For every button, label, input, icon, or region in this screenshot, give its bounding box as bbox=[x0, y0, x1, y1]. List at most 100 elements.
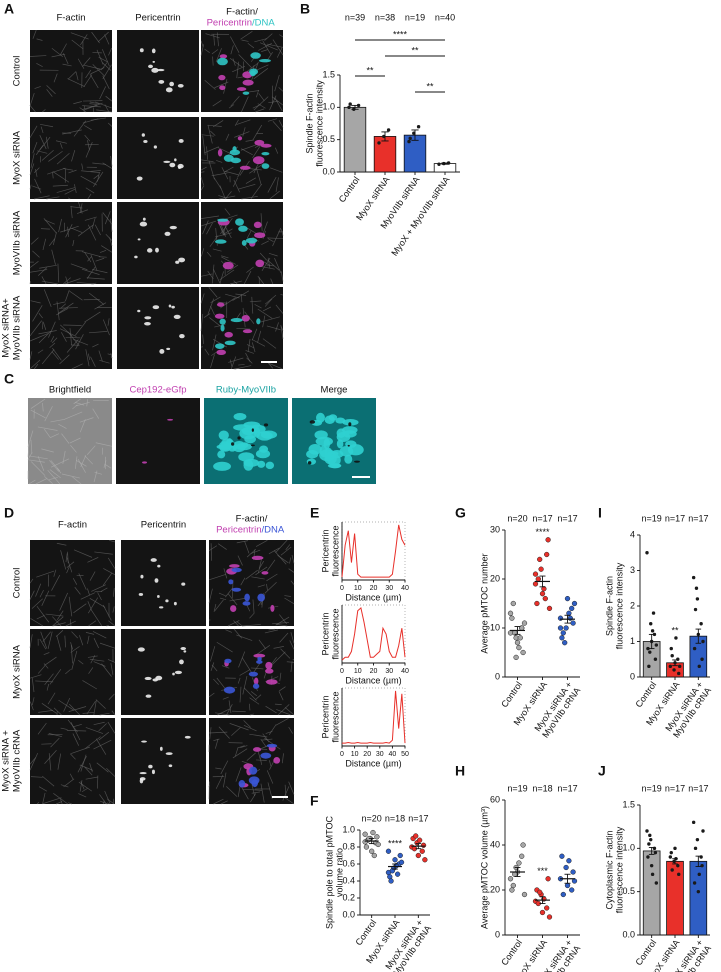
texture bbox=[87, 588, 90, 596]
signal bbox=[265, 661, 273, 670]
texture bbox=[28, 459, 45, 463]
texture bbox=[258, 93, 265, 102]
signal bbox=[166, 347, 171, 350]
texture bbox=[107, 353, 113, 356]
texture bbox=[265, 730, 273, 734]
texture bbox=[264, 298, 273, 307]
significance: **** bbox=[393, 29, 408, 39]
texture bbox=[204, 48, 210, 53]
texture bbox=[215, 767, 222, 770]
texture bbox=[268, 362, 283, 370]
bar bbox=[343, 106, 367, 173]
texture bbox=[35, 169, 38, 177]
texture bbox=[275, 304, 284, 314]
image-bg bbox=[121, 629, 206, 715]
texture bbox=[70, 445, 77, 453]
texture bbox=[276, 623, 288, 627]
signal bbox=[178, 139, 184, 143]
signal bbox=[319, 445, 328, 458]
data-point bbox=[437, 162, 441, 166]
texture bbox=[30, 398, 46, 409]
texture bbox=[58, 423, 67, 429]
texture bbox=[56, 610, 64, 621]
texture bbox=[56, 635, 62, 651]
texture bbox=[240, 745, 248, 748]
data-point bbox=[567, 615, 573, 621]
texture bbox=[47, 167, 66, 175]
texture bbox=[87, 655, 98, 658]
texture bbox=[48, 477, 58, 481]
x-tick-label: 50 bbox=[401, 751, 409, 758]
texture bbox=[241, 96, 249, 113]
x-tick-label: 0 bbox=[340, 751, 344, 758]
texture bbox=[44, 476, 53, 484]
texture bbox=[286, 661, 295, 663]
texture bbox=[279, 686, 286, 692]
texture bbox=[60, 799, 63, 805]
micrograph bbox=[29, 287, 113, 370]
signal bbox=[342, 430, 357, 438]
texture bbox=[31, 697, 35, 706]
y-tick-label: 1.0 bbox=[342, 824, 355, 834]
panel-label: G bbox=[455, 505, 466, 521]
texture bbox=[259, 252, 267, 261]
signal bbox=[214, 313, 225, 319]
texture bbox=[72, 338, 89, 346]
texture bbox=[94, 471, 103, 475]
row-label: MyoVIIb siRNA bbox=[12, 295, 23, 360]
texture bbox=[78, 202, 83, 214]
data-point bbox=[538, 566, 544, 572]
signal bbox=[235, 218, 244, 226]
significance: ** bbox=[366, 65, 374, 75]
texture bbox=[69, 773, 74, 780]
signal bbox=[157, 68, 165, 72]
data-point bbox=[701, 829, 705, 833]
y-axis-label: Pericentrin bbox=[320, 612, 330, 655]
texture bbox=[73, 603, 87, 614]
texture bbox=[38, 313, 43, 319]
texture bbox=[273, 550, 287, 565]
texture bbox=[72, 733, 80, 746]
texture bbox=[251, 791, 261, 794]
x-tick-label-line: Control bbox=[353, 918, 378, 948]
image-bg bbox=[117, 287, 199, 369]
texture bbox=[200, 171, 205, 173]
texture bbox=[247, 42, 255, 49]
column-header: F-actin bbox=[58, 520, 87, 531]
texture bbox=[252, 124, 263, 141]
texture bbox=[214, 599, 224, 611]
micrograph bbox=[200, 202, 284, 285]
texture bbox=[41, 276, 47, 285]
data-point bbox=[509, 887, 515, 893]
texture bbox=[232, 177, 238, 187]
signal bbox=[155, 247, 159, 253]
texture bbox=[213, 678, 219, 685]
y-tick-label: 20 bbox=[490, 573, 500, 583]
texture bbox=[284, 597, 295, 605]
texture bbox=[222, 228, 233, 235]
data-point bbox=[386, 128, 391, 132]
texture bbox=[75, 401, 90, 407]
data-point bbox=[562, 640, 568, 646]
signal bbox=[342, 419, 359, 426]
texture bbox=[96, 109, 113, 113]
texture bbox=[55, 140, 67, 144]
texture bbox=[249, 300, 262, 303]
y-tick-label: 4 bbox=[630, 529, 635, 539]
data-point bbox=[363, 844, 370, 850]
n-label: n=17 bbox=[557, 513, 577, 523]
texture bbox=[84, 125, 92, 131]
texture bbox=[41, 448, 54, 453]
texture bbox=[200, 313, 204, 332]
signal bbox=[177, 163, 184, 169]
texture bbox=[251, 342, 256, 353]
texture bbox=[208, 287, 218, 298]
data-point bbox=[647, 664, 651, 669]
texture bbox=[39, 135, 47, 150]
data-point bbox=[696, 889, 701, 894]
texture bbox=[267, 257, 271, 269]
texture bbox=[91, 282, 97, 285]
signal bbox=[245, 237, 258, 244]
texture bbox=[232, 290, 250, 301]
texture bbox=[290, 661, 293, 672]
